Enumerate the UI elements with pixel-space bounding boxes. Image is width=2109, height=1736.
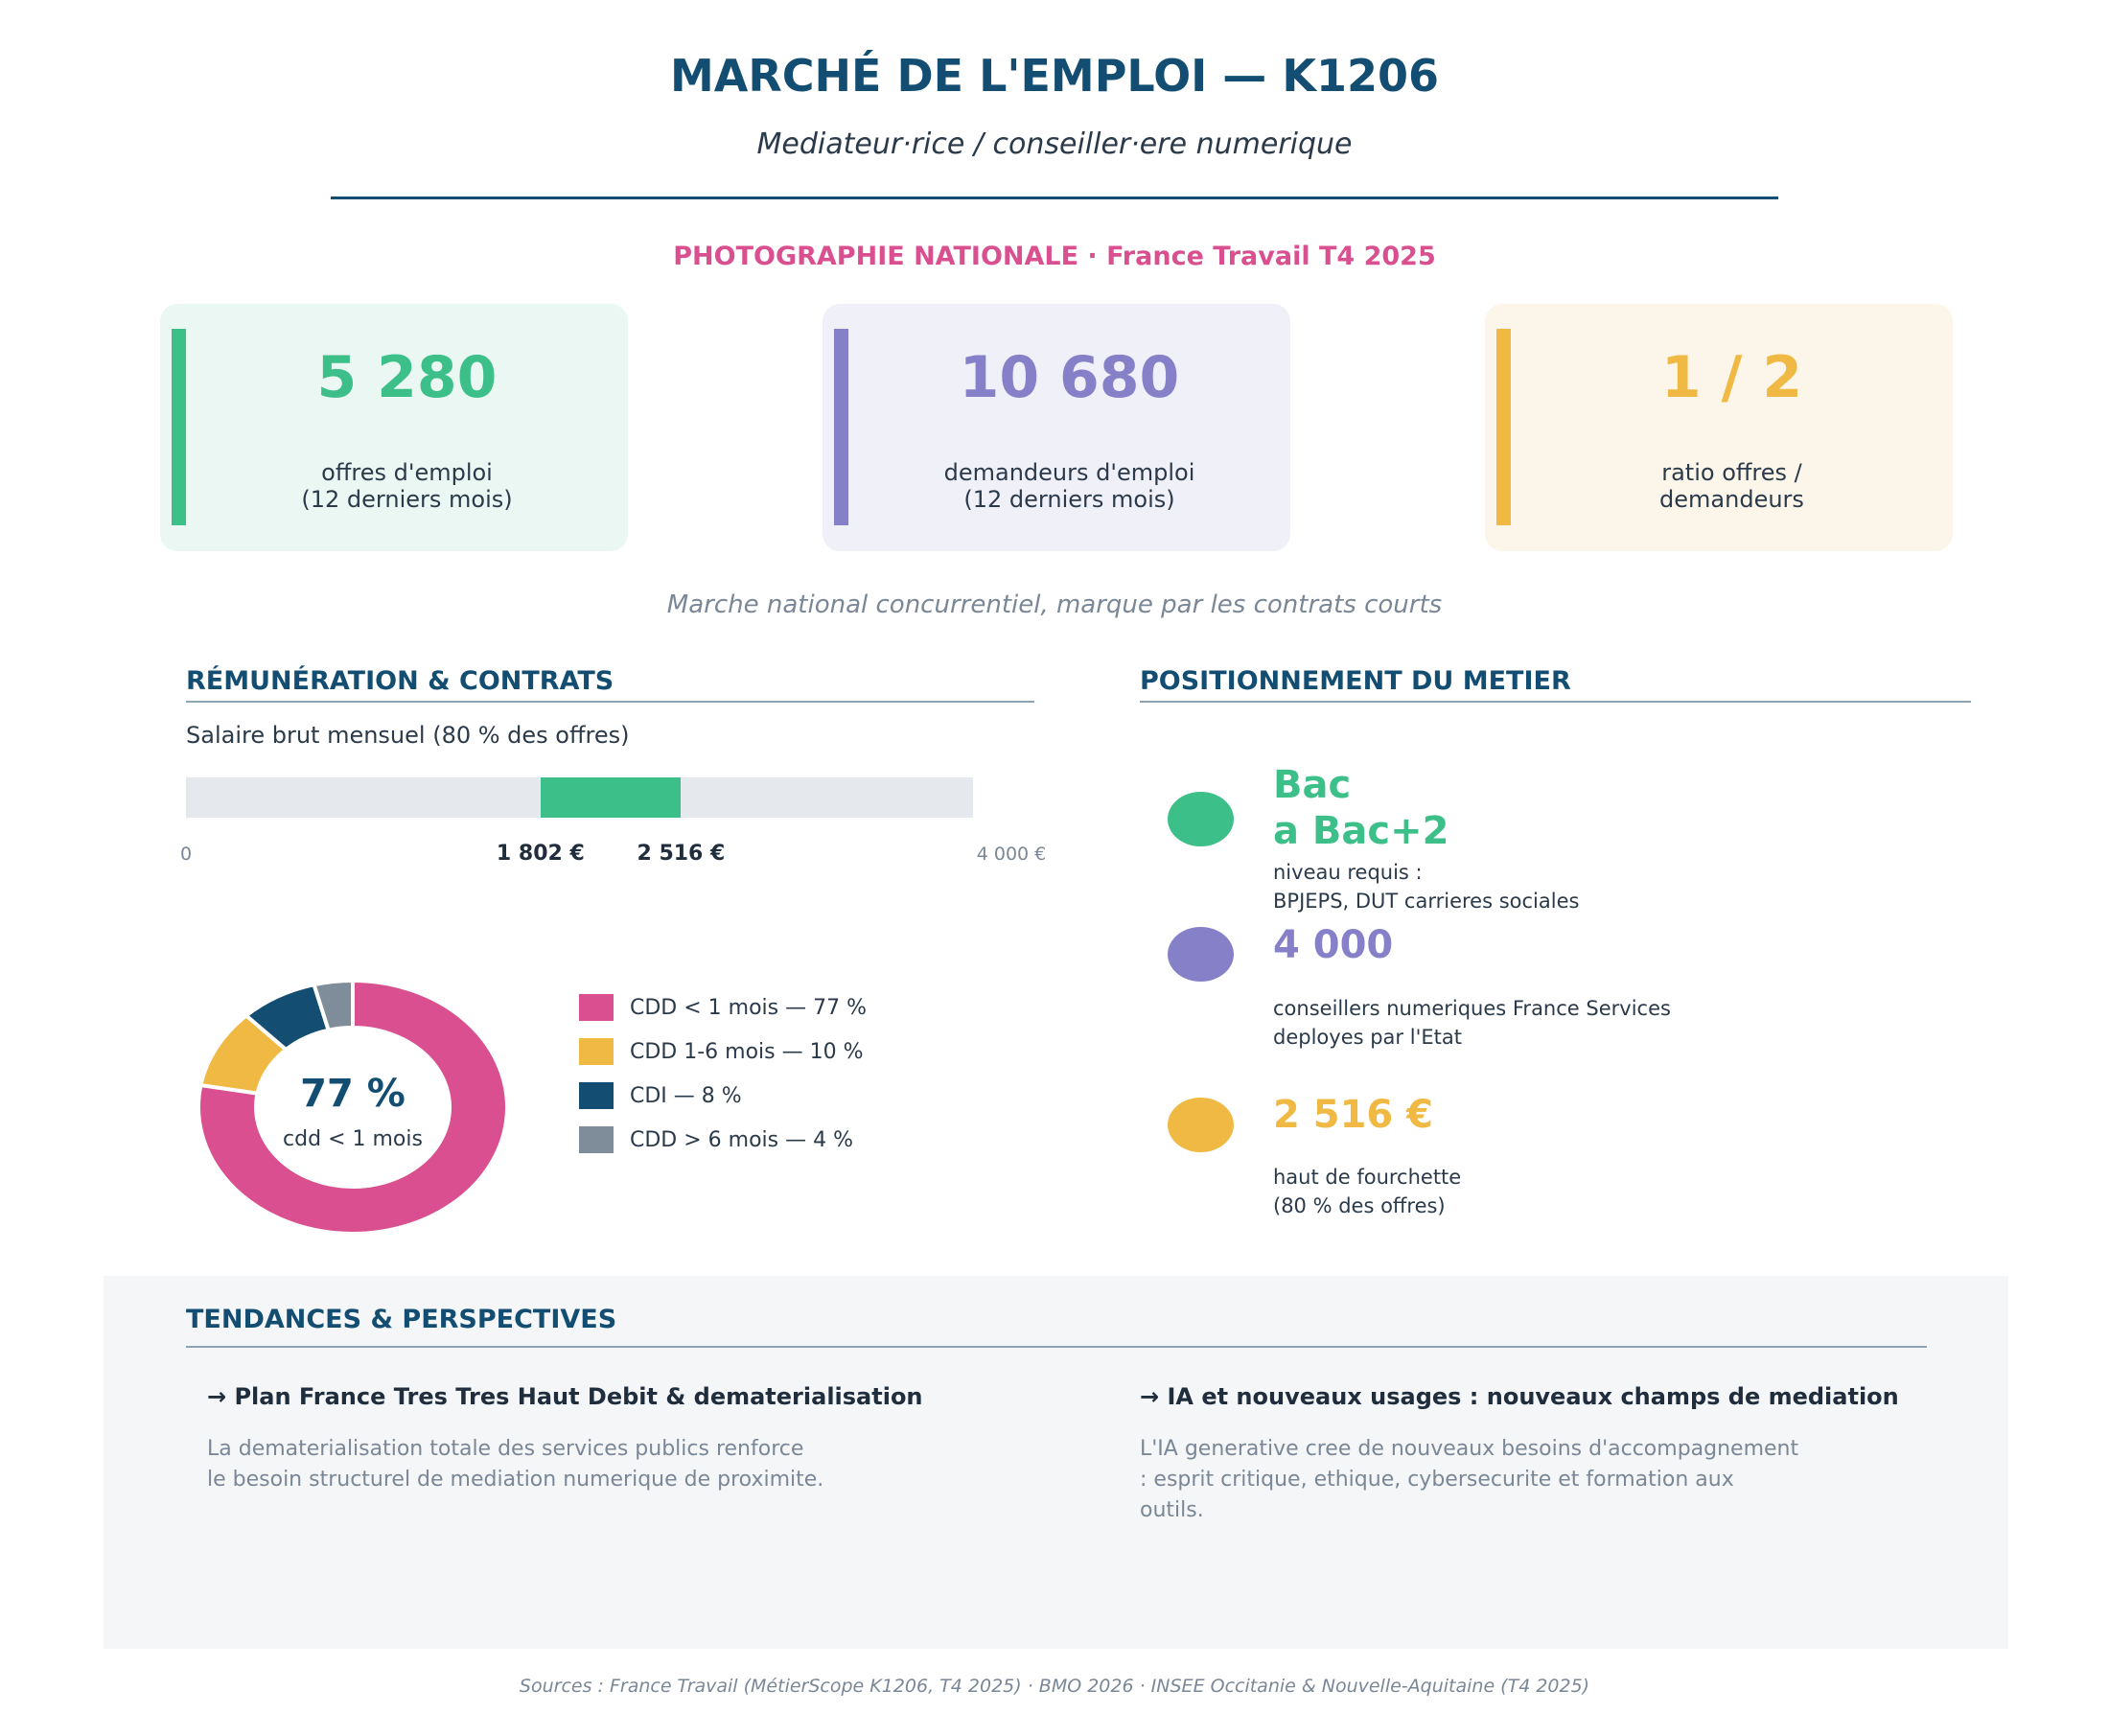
legend-swatch <box>579 1126 614 1153</box>
kpi-card-ratio: 1 / 2 ratio offres / demandeurs <box>1485 304 1953 551</box>
trend-text-line: La dematerialisation totale des services… <box>207 1437 804 1461</box>
tendances-rule <box>186 1346 1927 1348</box>
kpi-accent-bar <box>1496 329 1511 525</box>
donut-center-value: 77 % <box>300 1072 406 1116</box>
kpi-label: ratio offres / demandeurs <box>1511 459 1953 513</box>
kpi-accent-bar <box>834 329 848 525</box>
kpi-label: offres d'emploi (12 derniers mois) <box>186 459 628 513</box>
trend-title: → Plan France Tres Tres Haut Debit & dem… <box>207 1383 923 1410</box>
contract-donut-chart <box>197 978 509 1236</box>
positionnement-desc-line: niveau requis : <box>1273 861 1423 884</box>
positionnement-desc-line: BPJEPS, DUT carrieres sociales <box>1273 890 1580 913</box>
positionnement-dot <box>1168 792 1234 846</box>
kpi-card-offres: 5 280 offres d'emploi (12 derniers mois) <box>160 304 628 551</box>
positionnement-dot <box>1168 927 1234 982</box>
positionnement-desc: conseillers numeriques France Services d… <box>1273 994 1671 1052</box>
kpi-accent-bar <box>172 329 186 525</box>
donut-slice <box>197 978 509 1236</box>
positionnement-desc-line: conseillers numeriques France Services <box>1273 997 1671 1020</box>
salary-label: Salaire brut mensuel (80 % des offres) <box>186 722 630 749</box>
positionnement-desc-line: haut de fourchette <box>1273 1166 1462 1189</box>
legend-swatch <box>579 994 614 1021</box>
kpi-label-line: (12 derniers mois) <box>301 486 513 513</box>
kpi-value: 5 280 <box>316 344 498 411</box>
legend-item: CDI — 8 % <box>579 1081 742 1110</box>
legend-item: CDD > 6 mois — 4 % <box>579 1125 853 1154</box>
section-kicker: PHOTOGRAPHIE NATIONALE · France Travail … <box>673 242 1436 271</box>
positionnement-dot <box>1168 1098 1234 1152</box>
donut-center-label: cdd < 1 mois <box>283 1127 423 1151</box>
trend-text-line: : esprit critique, ethique, cybersecurit… <box>1140 1468 1734 1492</box>
positionnement-value-line: 2 516 € <box>1273 1093 1434 1137</box>
positionnement-value-line: 4 000 <box>1273 923 1394 967</box>
salary-track <box>186 777 973 818</box>
legend-label: CDD 1-6 mois — 10 % <box>630 1039 864 1064</box>
page-subtitle: Mediateur·rice / conseiller·ere numeriqu… <box>756 127 1353 161</box>
legend-item: CDD < 1 mois — 77 % <box>579 993 867 1022</box>
salary-tick-low: 1 802 € <box>496 842 585 866</box>
trend-text-line: L'IA generative cree de nouveaux besoins… <box>1140 1437 1799 1461</box>
kpi-note: Marche national concurrentiel, marque pa… <box>666 590 1443 619</box>
kpi-label-line: offres d'emploi <box>321 459 493 486</box>
positionnement-value-line: Bac <box>1273 763 1352 807</box>
remuneration-heading: RÉMUNÉRATION & CONTRATS <box>186 666 614 696</box>
page-title: MARCHÉ DE L'EMPLOI — K1206 <box>669 50 1439 102</box>
salary-tick-max: 4 000 € <box>976 844 1047 865</box>
legend-item: CDD 1-6 mois — 10 % <box>579 1037 864 1066</box>
positionnement-desc-line: (80 % des offres) <box>1273 1194 1446 1217</box>
positionnement-value: Bac a Bac+2 <box>1273 762 1448 854</box>
remuneration-rule <box>186 701 1034 703</box>
donut-slice <box>311 978 355 1032</box>
trend-text: L'IA generative cree de nouveaux besoins… <box>1140 1434 1798 1526</box>
trend-title: → IA et nouveaux usages : nouveaux champ… <box>1140 1383 1899 1410</box>
positionnement-value: 4 000 <box>1273 922 1393 968</box>
positionnement-heading: POSITIONNEMENT DU METIER <box>1140 666 1571 696</box>
positionnement-rule <box>1140 701 1971 703</box>
kpi-label-line: demandeurs d'emploi <box>943 459 1195 486</box>
trend-text-line: le besoin structurel de mediation numeri… <box>207 1468 824 1492</box>
kpi-label: demandeurs d'emploi (12 derniers mois) <box>848 459 1290 513</box>
kpi-label-line: ratio offres / <box>1661 459 1802 486</box>
legend-label: CDD < 1 mois — 77 % <box>630 995 867 1020</box>
positionnement-value-line: a Bac+2 <box>1273 809 1449 853</box>
kpi-value: 1 / 2 <box>1660 344 1803 411</box>
trend-text-line: outils. <box>1140 1498 1204 1522</box>
kpi-label-line: demandeurs <box>1659 486 1804 513</box>
salary-range-bar <box>540 777 682 818</box>
tendances-heading: TENDANCES & PERSPECTIVES <box>186 1305 617 1334</box>
salary-tick-high: 2 516 € <box>637 842 726 866</box>
kpi-label-line: (12 derniers mois) <box>963 486 1175 513</box>
salary-tick-min: 0 <box>179 844 193 865</box>
positionnement-desc: niveau requis : BPJEPS, DUT carrieres so… <box>1273 858 1579 915</box>
legend-label: CDI — 8 % <box>630 1083 742 1108</box>
positionnement-value: 2 516 € <box>1273 1092 1433 1138</box>
kpi-value: 10 680 <box>959 344 1180 411</box>
positionnement-desc-line: deployes par l'Etat <box>1273 1026 1462 1049</box>
title-divider <box>331 197 1778 199</box>
legend-swatch <box>579 1038 614 1065</box>
sources-footer: Sources : France Travail (MétierScope K1… <box>519 1676 1590 1697</box>
tendances-panel <box>104 1276 2008 1649</box>
kpi-card-demandeurs: 10 680 demandeurs d'emploi (12 derniers … <box>823 304 1290 551</box>
trend-text: La dematerialisation totale des services… <box>207 1434 823 1495</box>
positionnement-desc: haut de fourchette (80 % des offres) <box>1273 1163 1461 1220</box>
legend-swatch <box>579 1082 614 1109</box>
legend-label: CDD > 6 mois — 4 % <box>630 1127 853 1152</box>
